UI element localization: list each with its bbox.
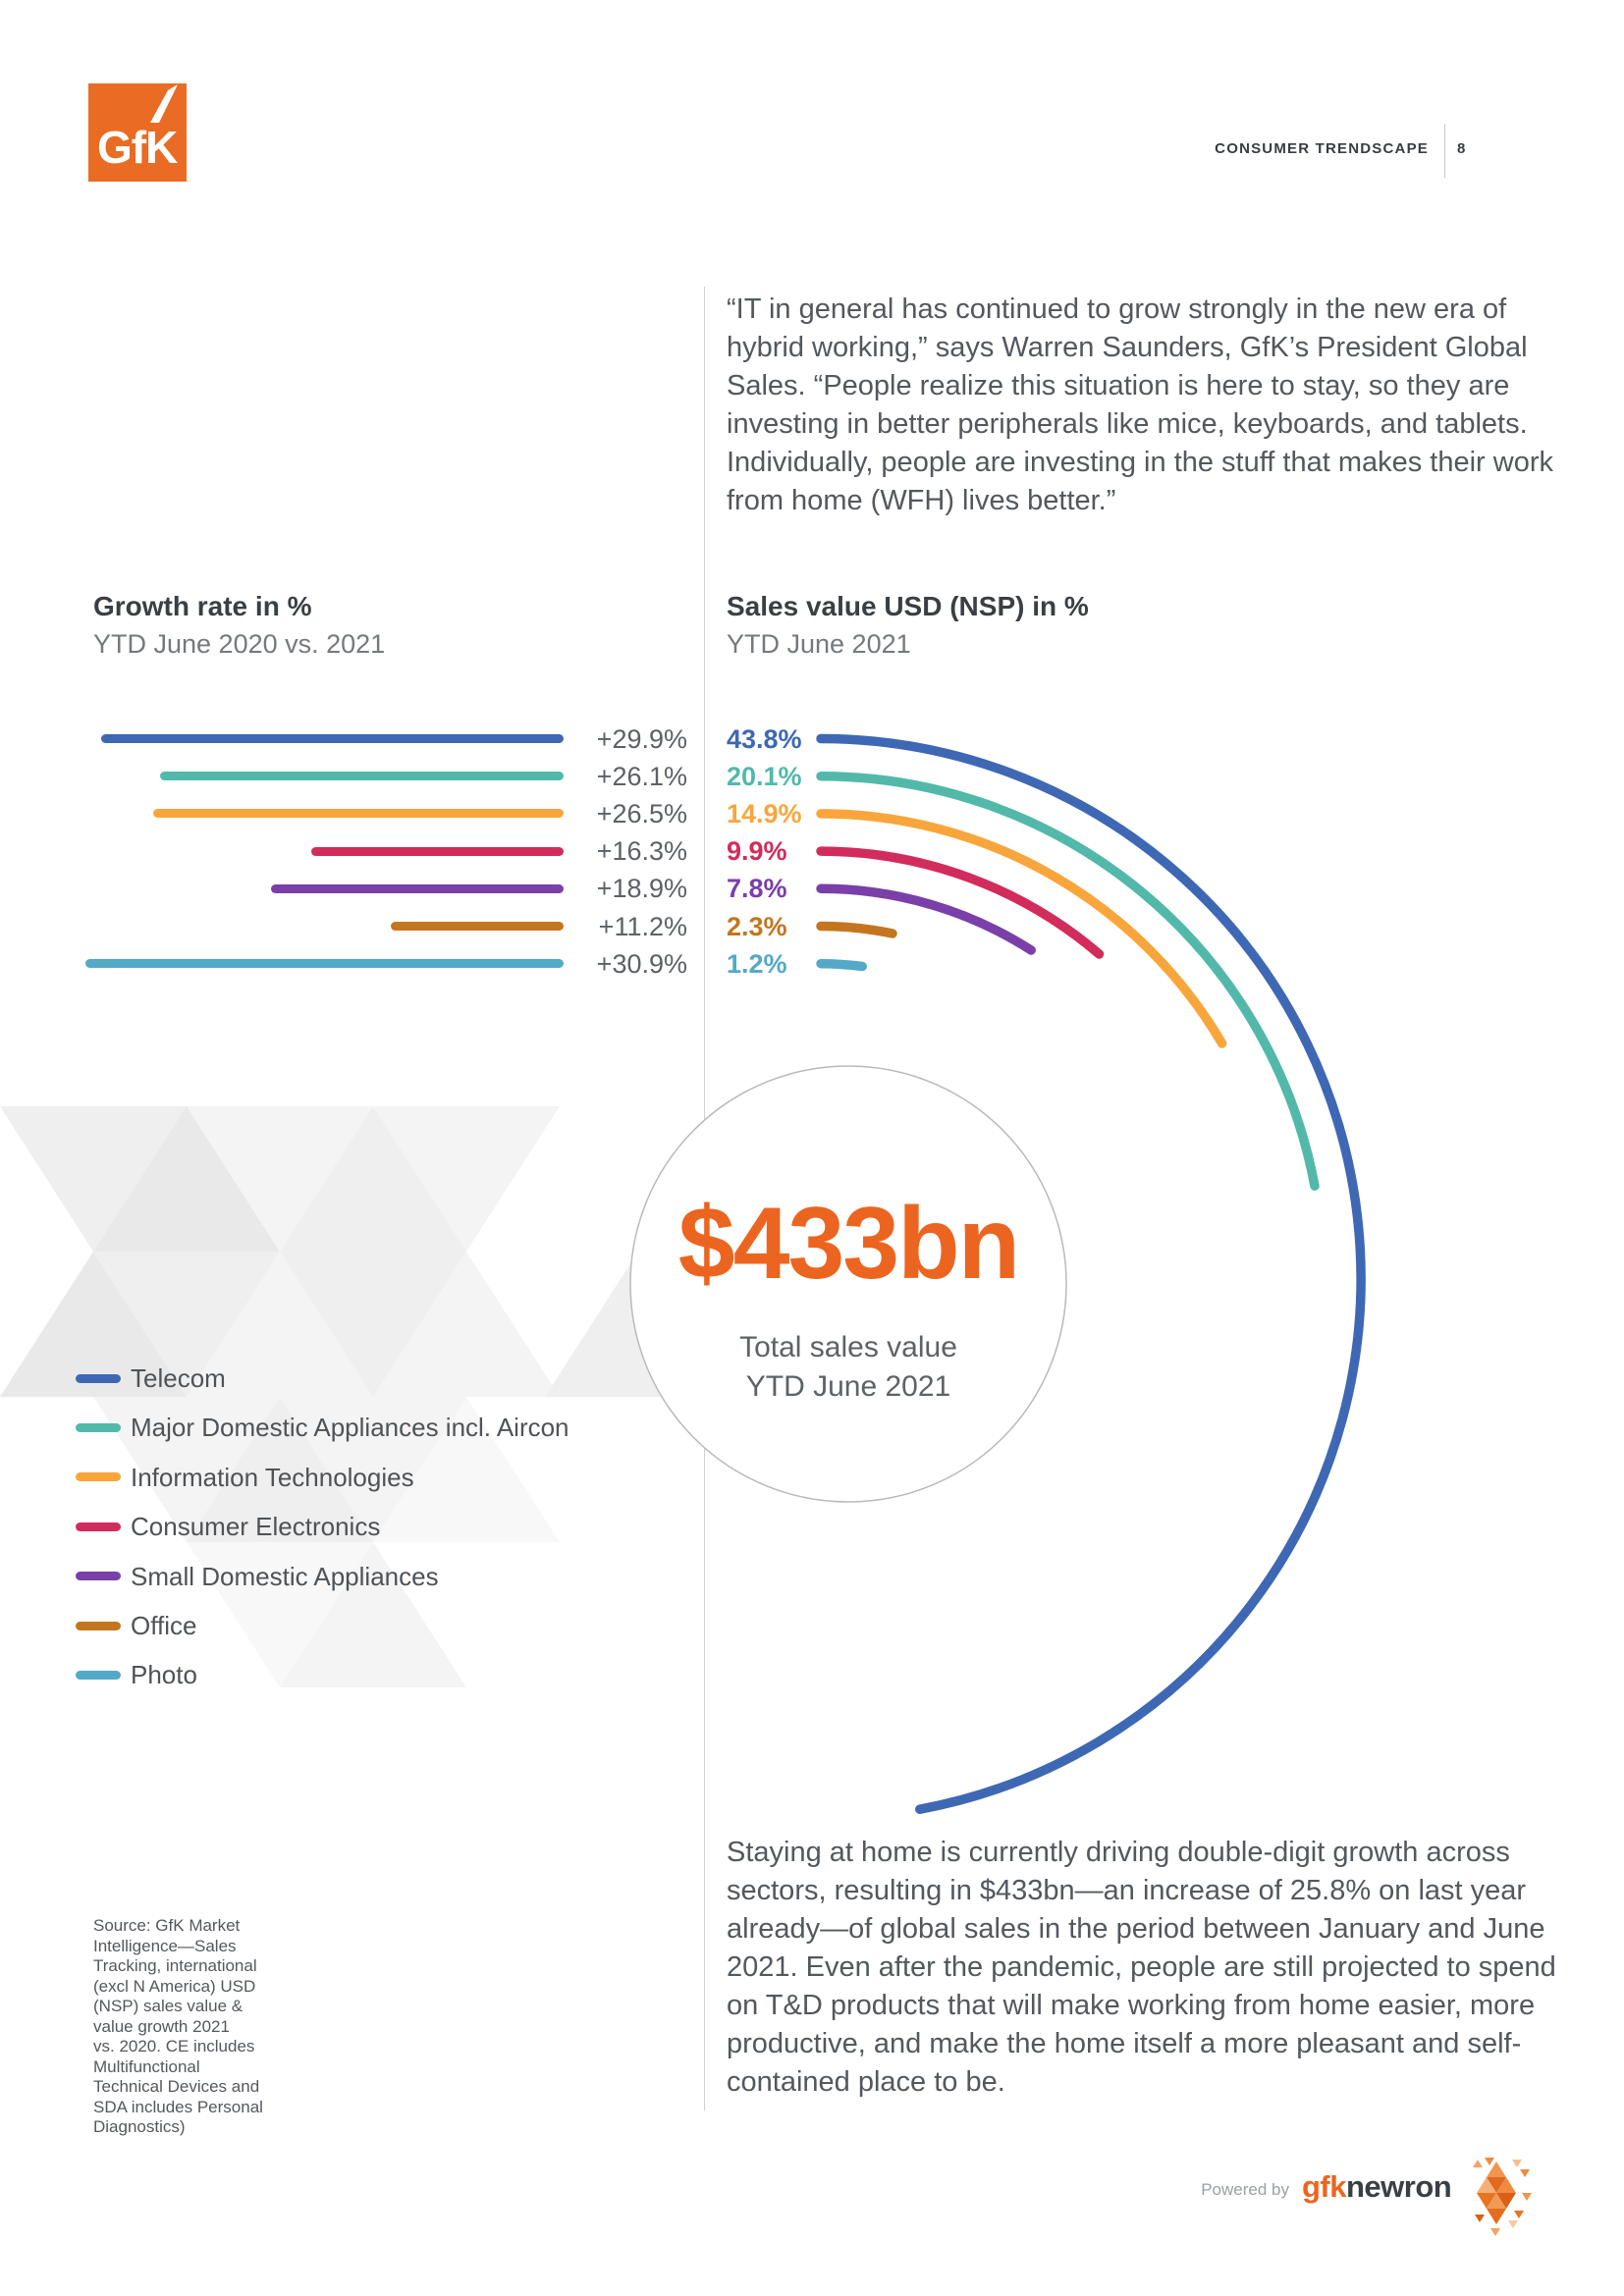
deco-triangle	[373, 1106, 560, 1252]
deco-triangle	[187, 1252, 373, 1397]
header-divider	[1444, 124, 1445, 178]
deco-triangle	[0, 1252, 187, 1397]
share-arc-office	[816, 921, 897, 938]
deco-triangle	[280, 1106, 466, 1252]
header-title: CONSUMER TRENDSCAPE	[1215, 140, 1429, 157]
deco-triangle	[0, 1106, 187, 1252]
share-arc-small-domestic-appliances	[816, 883, 1036, 955]
deco-triangle	[93, 1106, 280, 1252]
total-sales-circle	[629, 1065, 1067, 1503]
deco-triangle	[373, 1252, 560, 1397]
deco-triangle	[280, 1252, 466, 1397]
quote-paragraph: “IT in general has continued to grow str…	[727, 294, 1553, 516]
share-arc-consumer-electronics	[816, 846, 1105, 959]
gfknewron-newron: newron	[1346, 2169, 1452, 2204]
gfk-logo: GfK	[88, 83, 187, 182]
total-sales-value: $433bn	[677, 1187, 1020, 1301]
total-sales-block: $433bn Total sales value YTD June 2021	[623, 1186, 1074, 1407]
deco-triangle	[373, 1397, 560, 1542]
deco-triangle	[187, 1106, 373, 1252]
gfknewron-gfk: gfk	[1302, 2169, 1347, 2204]
gfk-logo-text: GfK	[97, 122, 178, 173]
growth-chart-subtitle: YTD June 2020 vs. 2021	[93, 629, 386, 659]
share-arc-major-domestic-appliances-incl-aircon	[816, 771, 1320, 1191]
sales-chart-subtitle: YTD June 2021	[727, 629, 911, 659]
powered-by-label: Powered by	[1201, 2180, 1289, 2199]
share-arc-photo	[816, 958, 867, 972]
total-sales-label: Total sales value YTD June 2021	[739, 1331, 957, 1403]
growth-chart-title-block: Growth rate in % YTD June 2020 vs. 2021	[93, 591, 385, 660]
growth-chart-title: Growth rate in %	[93, 591, 312, 621]
deco-triangle	[93, 1252, 280, 1397]
deco-triangle	[280, 1397, 466, 1542]
deco-triangle	[280, 1542, 466, 1687]
share-arc-information-technologies	[816, 809, 1227, 1048]
deco-triangle	[187, 1542, 373, 1687]
deco-triangle	[93, 1397, 280, 1542]
sales-chart-title: Sales value USD (NSP) in %	[727, 591, 1089, 621]
sales-chart-title-block: Sales value USD (NSP) in % YTD June 2021	[727, 591, 1089, 660]
gfknewron-logo-mark	[1473, 2158, 1532, 2236]
source-note: Source: GfK Market Intelligence—Sales Tr…	[93, 1916, 263, 2136]
body-paragraph: Staying at home is currently driving dou…	[727, 1837, 1556, 2098]
share-arc-telecom	[816, 733, 1366, 1814]
gfknewron-wordmark: gfknewron	[1302, 2169, 1452, 2205]
gfk-logo-accent	[150, 84, 178, 123]
deco-triangle	[187, 1397, 373, 1542]
page-number: 8	[1457, 140, 1466, 157]
